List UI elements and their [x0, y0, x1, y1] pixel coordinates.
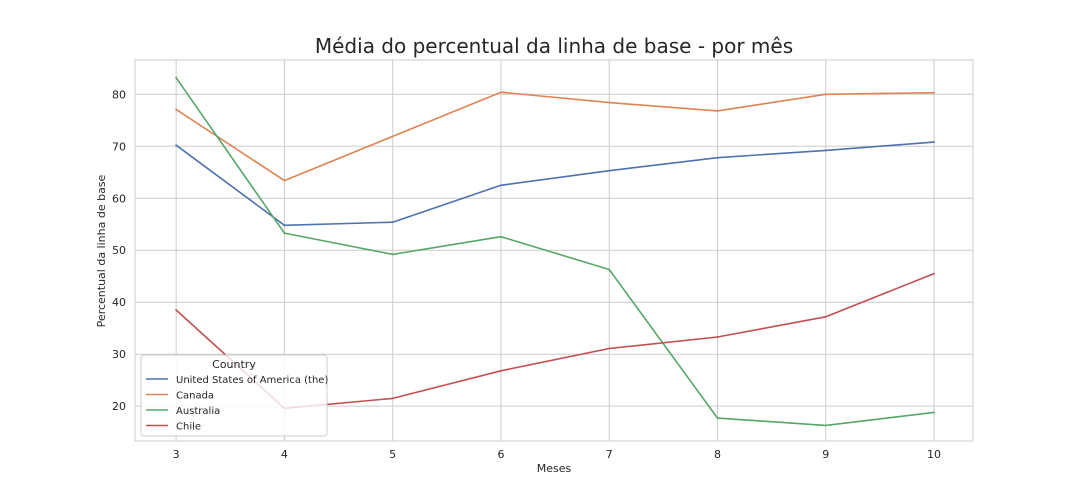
data-point-united-states-of-america-the: [824, 149, 827, 152]
data-point-australia: [933, 411, 935, 414]
y-axis-label: Percentual da linha de base: [95, 174, 108, 327]
legend-box: [140, 354, 328, 437]
data-point-united-states-of-america-the: [391, 221, 394, 224]
data-point-canada: [175, 108, 178, 111]
legend-label: Canada: [176, 391, 214, 402]
legend: Country United States of America (the) Ca…: [140, 354, 328, 437]
series-line-australia: [175, 76, 935, 427]
legend-label: Australia: [176, 406, 220, 417]
data-point-canada: [933, 91, 935, 94]
data-point-chile: [608, 347, 611, 350]
x-tick-label: 9: [822, 448, 829, 461]
y-tick-label: 20: [112, 400, 126, 413]
legend-label: United States of America (the): [176, 375, 328, 386]
data-point-canada: [391, 135, 394, 138]
gridlines: [135, 60, 973, 441]
data-point-australia: [391, 253, 394, 256]
x-tick-label: 6: [497, 448, 504, 461]
legend-label: Chile: [176, 422, 201, 433]
data-point-united-states-of-america-the: [283, 224, 286, 227]
data-point-australia: [716, 417, 719, 420]
data-point-united-states-of-america-the: [500, 184, 502, 187]
legend-title: Country: [212, 358, 256, 371]
data-point-canada: [608, 101, 611, 104]
data-point-australia: [500, 235, 502, 238]
data-point-australia: [824, 424, 827, 427]
data-point-canada: [283, 179, 286, 182]
y-tick-label: 50: [112, 244, 126, 257]
y-tick-label: 70: [112, 140, 126, 153]
data-point-united-states-of-america-the: [175, 144, 178, 147]
x-tick-label: 7: [606, 448, 613, 461]
y-tick-label: 30: [112, 348, 126, 361]
data-point-chile: [391, 397, 394, 400]
x-tick-label: 5: [389, 448, 396, 461]
x-tick-label: 8: [714, 448, 721, 461]
data-point-australia: [175, 76, 178, 79]
data-point-canada: [824, 93, 827, 96]
data-point-chile: [824, 315, 827, 318]
data-point-chile: [175, 309, 178, 311]
data-point-australia: [283, 232, 286, 234]
data-point-chile: [933, 272, 935, 275]
y-tick-label: 40: [112, 296, 126, 309]
data-point-australia: [608, 268, 611, 271]
data-point-canada: [716, 110, 719, 112]
y-tick-label: 80: [112, 88, 126, 101]
data-point-united-states-of-america-the: [933, 141, 935, 144]
y-tick-label: 60: [112, 192, 126, 205]
data-point-united-states-of-america-the: [716, 156, 719, 159]
data-point-chile: [500, 369, 502, 372]
x-tick-label: 3: [173, 448, 180, 461]
x-tick-label: 10: [927, 448, 941, 461]
series-line-canada: [175, 91, 935, 182]
x-tick-label: 4: [281, 448, 288, 461]
plot-area: [134, 59, 974, 442]
legend-items: United States of America (the) Canada Aust…: [146, 375, 328, 433]
data-point-canada: [500, 91, 502, 94]
data-point-united-states-of-america-the: [608, 169, 611, 172]
data-point-chile: [716, 336, 719, 338]
axis-ticks: 3 4 5 6 7 8 9 10 20 30 40 50 60 70 80: [112, 88, 941, 461]
series-line-united-states-of-america-the: [175, 141, 935, 227]
x-axis-label: Meses: [537, 462, 572, 475]
chart-title: Média do percentual da linha de base - p…: [315, 34, 793, 58]
